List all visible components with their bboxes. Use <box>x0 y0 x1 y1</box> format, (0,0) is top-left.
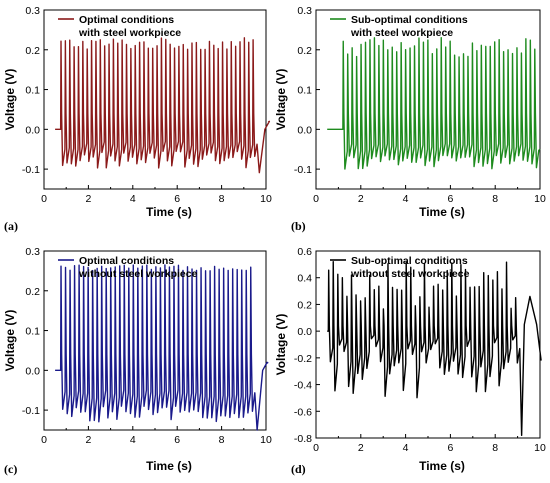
panel-label: (c) <box>4 462 17 476</box>
x-tick-label: 10 <box>534 193 546 205</box>
x-tick-label: 4 <box>403 442 409 454</box>
x-tick-label: 8 <box>492 193 498 205</box>
legend-entry-line: Sub-optimal conditions <box>351 255 468 267</box>
x-axis-title: Time (s) <box>419 205 465 219</box>
x-tick-label: 4 <box>130 193 136 205</box>
y-tick-label: -0.8 <box>294 433 312 445</box>
series-line <box>55 37 271 174</box>
x-tick-label: 10 <box>260 193 272 205</box>
y-tick-label: -0.1 <box>22 164 40 176</box>
legend-entry-line: with steel workpiece <box>78 27 181 39</box>
x-tick-label: 4 <box>130 434 136 446</box>
x-tick-label: 2 <box>358 193 364 205</box>
y-tick-label: 0.6 <box>297 246 312 258</box>
x-tick-label: 10 <box>260 434 272 446</box>
x-tick-label: 8 <box>219 434 225 446</box>
panel-label: (d) <box>291 462 306 476</box>
chart-panel-c: 0 2 4 6 8 10 -0.1 0.0 0.1 0.2 0.3 Time (s) Voltage (… <box>3 246 272 476</box>
y-tick-label: 0.1 <box>25 326 40 338</box>
x-tick-label: 4 <box>403 193 409 205</box>
legend-entry-line: Optimal conditions <box>79 255 174 267</box>
x-tick-label: 8 <box>492 442 498 454</box>
x-axis-title: Time (s) <box>146 459 192 473</box>
x-tick-label: 2 <box>358 442 364 454</box>
y-tick-label: 0.2 <box>297 45 312 57</box>
y-tick-label: 0.2 <box>25 45 40 57</box>
x-tick-label: 10 <box>534 442 546 454</box>
y-tick-label: 0.3 <box>25 246 40 258</box>
series-line <box>55 264 269 431</box>
legend-entry-line: with steel workpiece <box>350 27 453 39</box>
legend-entry-line: without steel workpiece <box>78 268 198 280</box>
y-tick-label: 0.4 <box>297 273 312 285</box>
x-axis-title: Time (s) <box>419 459 465 473</box>
series-line <box>327 37 541 170</box>
y-axis-title: Voltage (V) <box>3 310 17 372</box>
y-axis-title: Voltage (V) <box>3 69 17 131</box>
y-tick-label: 0.2 <box>25 286 40 298</box>
legend-entry-line: without steel workpiece <box>350 268 470 280</box>
y-tick-label: -0.6 <box>294 406 312 418</box>
y-tick-label: 0.0 <box>25 365 40 377</box>
x-tick-label: 0 <box>313 442 319 454</box>
chart-panel-b: 0 2 4 6 8 10 -0.1 0.0 0.1 0.2 0.3 Time (s) Voltage (… <box>274 5 546 233</box>
panel-label: (a) <box>4 219 18 233</box>
chart-panel-a: 0 2 4 6 8 10 -0.1 0.0 0.1 0.2 0.3 Time (s) Voltage (… <box>3 5 272 233</box>
y-tick-label: -0.4 <box>294 380 312 392</box>
x-tick-label: 8 <box>219 193 225 205</box>
x-tick-label: 2 <box>85 434 91 446</box>
y-tick-label: 0.0 <box>25 124 40 136</box>
y-tick-label: 0.1 <box>25 85 40 97</box>
x-tick-label: 0 <box>41 193 47 205</box>
y-tick-label: 0.3 <box>25 5 40 17</box>
y-axis-title: Voltage (V) <box>274 69 288 131</box>
x-tick-label: 2 <box>85 193 91 205</box>
y-tick-label: -0.1 <box>294 164 312 176</box>
x-tick-label: 6 <box>174 193 180 205</box>
y-tick-label: 0.2 <box>297 299 312 311</box>
x-tick-label: 6 <box>447 193 453 205</box>
x-tick-label: 0 <box>313 193 319 205</box>
y-tick-label: 0.0 <box>297 124 312 136</box>
panel-label: (b) <box>291 219 306 233</box>
y-tick-label: 0.3 <box>297 5 312 17</box>
chart-panel-d: 0 2 4 6 8 10 -0.8 -0.6 -0.4 -0.2 0.0 0.2 0.4 0.6 Time … <box>274 246 546 476</box>
x-tick-label: 0 <box>41 434 47 446</box>
y-axis-title: Voltage (V) <box>274 314 288 376</box>
y-tick-label: -0.2 <box>294 353 312 365</box>
y-tick-label: -0.1 <box>22 405 40 417</box>
x-tick-label: 6 <box>174 434 180 446</box>
legend-entry-line: Sub-optimal conditions <box>351 14 468 26</box>
x-axis-title: Time (s) <box>146 205 192 219</box>
series-line <box>327 261 542 437</box>
legend-entry-line: Optimal conditions <box>79 14 174 26</box>
y-tick-label: 0.1 <box>297 85 312 97</box>
y-tick-label: 0.0 <box>297 326 312 338</box>
x-tick-label: 6 <box>447 442 453 454</box>
